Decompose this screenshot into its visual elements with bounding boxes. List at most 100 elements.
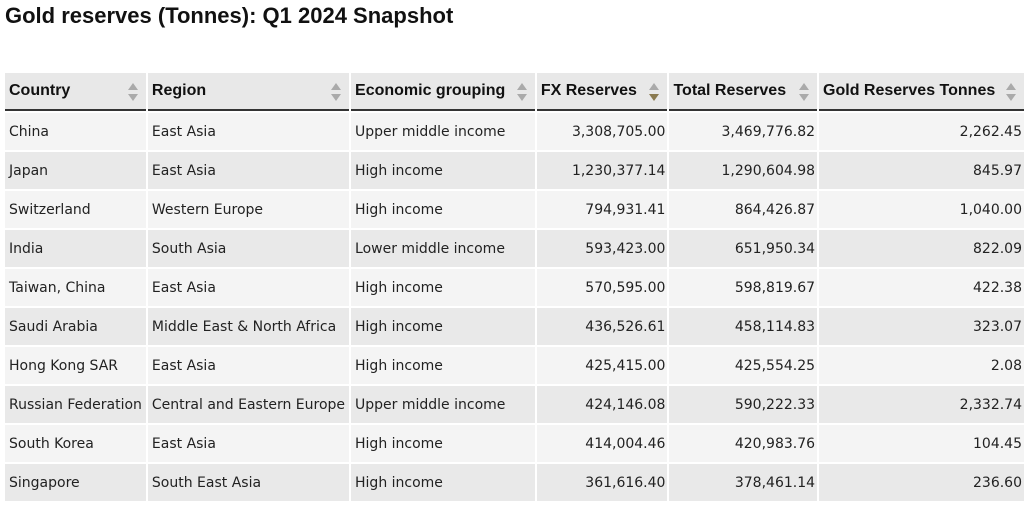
table-cell: High income xyxy=(351,308,535,345)
table-cell: 361,616.40 xyxy=(536,464,668,501)
sort-arrow xyxy=(649,94,660,101)
table-row: Saudi Arabia Middle East & North Africa Hi… xyxy=(5,308,1024,345)
table-cell: Singapore xyxy=(5,464,146,501)
page-title: Gold reserves (Tonnes): Q1 2024 Snapshot xyxy=(5,3,454,28)
table-cell: 794,931.41 xyxy=(536,191,668,228)
table-cell: 3,469,776.82 xyxy=(669,113,818,150)
column-header[interactable]: Region xyxy=(147,73,350,111)
data-table: Country Region Economic grouping FX Reserve… xyxy=(3,71,1026,503)
table-cell: High income xyxy=(351,425,535,462)
table-cell: South Asia xyxy=(147,230,350,267)
table-cell: 323.07 xyxy=(819,308,1024,345)
table-cell: Russian Federation xyxy=(5,386,146,423)
table-row: Singapore South East Asia High income 361,6… xyxy=(5,464,1024,501)
sort-icon[interactable] xyxy=(331,81,342,103)
column-header[interactable]: Country xyxy=(5,73,146,111)
table-cell: 458,114.83 xyxy=(669,308,818,345)
table-cell: 425,554.25 xyxy=(669,347,818,384)
table-cell: High income xyxy=(351,464,535,501)
table-cell: China xyxy=(5,113,146,150)
sort-arrow xyxy=(649,83,660,90)
column-header-label: Region xyxy=(151,82,207,99)
sort-arrow xyxy=(127,94,138,101)
table-cell: 2.08 xyxy=(819,347,1024,384)
sort-icon[interactable] xyxy=(799,81,810,103)
table-cell: India xyxy=(5,230,146,267)
table-cell: High income xyxy=(351,269,535,306)
table-row: Switzerland Western Europe High income 794,… xyxy=(5,191,1024,228)
table-cell: Lower middle income xyxy=(351,230,535,267)
column-header-label: Country xyxy=(9,82,71,99)
table-cell: 598,819.67 xyxy=(669,269,818,306)
table-cell: South East Asia xyxy=(147,464,350,501)
sort-arrow xyxy=(799,83,810,90)
table-row: Hong Kong SAR East Asia High income 425,415… xyxy=(5,347,1024,384)
table-cell: 570,595.00 xyxy=(536,269,668,306)
table-cell: 2,332.74 xyxy=(819,386,1024,423)
column-header-label: Gold Reserves Tonnes xyxy=(823,82,996,99)
table-cell: 436,526.61 xyxy=(536,308,668,345)
column-header-label: FX Reserves xyxy=(540,82,637,99)
table-cell: 104.45 xyxy=(819,425,1024,462)
header-row: Country Region Economic grouping FX Reserve… xyxy=(5,73,1024,111)
table-cell: 236.60 xyxy=(819,464,1024,501)
table-cell: 420,983.76 xyxy=(669,425,818,462)
table-row: Japan East Asia High income 1,230,377.14 1,2… xyxy=(5,152,1024,189)
table-cell: Hong Kong SAR xyxy=(5,347,146,384)
table-cell: High income xyxy=(351,191,535,228)
sort-arrow xyxy=(331,83,342,90)
table-cell: Taiwan, China xyxy=(5,269,146,306)
table-cell: 424,146.08 xyxy=(536,386,668,423)
sort-arrow xyxy=(331,94,342,101)
sort-arrow xyxy=(1006,94,1016,101)
table-cell: 593,423.00 xyxy=(536,230,668,267)
column-header[interactable]: Economic grouping xyxy=(351,73,535,111)
table-cell: Central and Eastern Europe xyxy=(147,386,350,423)
table-cell: 590,222.33 xyxy=(669,386,818,423)
table-cell: East Asia xyxy=(147,152,350,189)
table-cell: South Korea xyxy=(5,425,146,462)
column-header[interactable]: FX Reserves xyxy=(536,73,668,111)
table-cell: 425,415.00 xyxy=(536,347,668,384)
table-cell: 414,004.46 xyxy=(536,425,668,462)
table-cell: Switzerland xyxy=(5,191,146,228)
table-cell: East Asia xyxy=(147,269,350,306)
table-cell: 864,426.87 xyxy=(669,191,818,228)
table-cell: High income xyxy=(351,347,535,384)
sort-arrow xyxy=(127,83,138,90)
table-row: South Korea East Asia High income 414,004.4… xyxy=(5,425,1024,462)
table-cell: 1,290,604.98 xyxy=(669,152,818,189)
table-row: Russian Federation Central and Eastern Eu… xyxy=(5,386,1024,423)
table-cell: Western Europe xyxy=(147,191,350,228)
column-header[interactable]: Gold Reserves Tonnes xyxy=(819,73,1024,111)
table-row: China East Asia Upper middle income 3,308,7… xyxy=(5,113,1024,150)
table-cell: 1,230,377.14 xyxy=(536,152,668,189)
column-header[interactable]: Total Reserves xyxy=(669,73,818,111)
table-cell: 3,308,705.00 xyxy=(536,113,668,150)
table-row: India South Asia Lower middle income 593,42… xyxy=(5,230,1024,267)
sort-icon[interactable] xyxy=(649,81,660,103)
table-cell: Upper middle income xyxy=(351,386,535,423)
table-cell: 378,461.14 xyxy=(669,464,818,501)
sort-arrow xyxy=(516,83,527,90)
table-cell: 822.09 xyxy=(819,230,1024,267)
column-header-label: Economic grouping xyxy=(355,82,506,99)
table-cell: 2,262.45 xyxy=(819,113,1024,150)
sort-icon[interactable] xyxy=(516,81,527,103)
table-cell: 845.97 xyxy=(819,152,1024,189)
column-header-label: Total Reserves xyxy=(673,82,787,99)
table-cell: Middle East & North Africa xyxy=(147,308,350,345)
table-cell: 1,040.00 xyxy=(819,191,1024,228)
table-cell: High income xyxy=(351,152,535,189)
table-cell: 651,950.34 xyxy=(669,230,818,267)
table-cell: 422.38 xyxy=(819,269,1024,306)
table-cell: Upper middle income xyxy=(351,113,535,150)
table-cell: East Asia xyxy=(147,347,350,384)
table-row: Taiwan, China East Asia High income 570,595… xyxy=(5,269,1024,306)
table-cell: Saudi Arabia xyxy=(5,308,146,345)
sort-arrow xyxy=(1006,83,1016,90)
sort-icon[interactable] xyxy=(127,81,138,103)
table-cell: East Asia xyxy=(147,425,350,462)
sort-icon[interactable] xyxy=(1006,81,1016,103)
